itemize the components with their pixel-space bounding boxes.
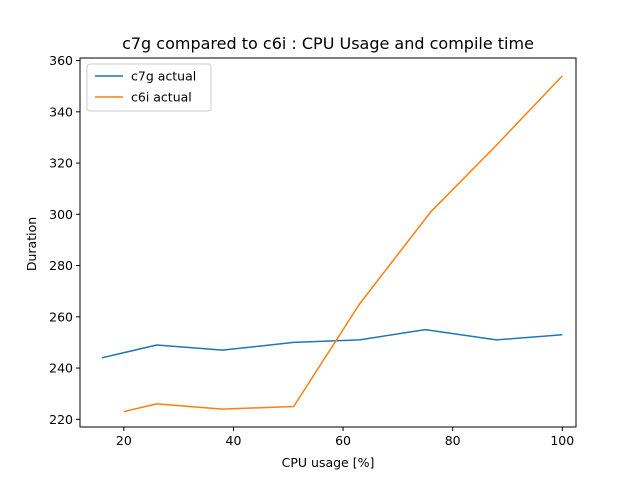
y-tick-label: 240 xyxy=(49,361,73,376)
y-tick-label: 360 xyxy=(49,53,73,68)
series-line-c6i xyxy=(123,75,563,413)
x-tick-label: 100 xyxy=(550,433,574,448)
y-tick-label: 340 xyxy=(49,104,73,119)
series-layer xyxy=(101,75,563,413)
y-tick-label: 260 xyxy=(49,309,73,324)
legend-label-c6i: c6i actual xyxy=(131,90,192,105)
x-axis-label: CPU usage [%] xyxy=(282,455,375,470)
y-tick-label: 220 xyxy=(49,412,73,427)
x-axis-ticks: 20 40 60 80 100 xyxy=(116,427,574,448)
y-axis-label: Duration xyxy=(24,217,39,271)
y-axis-ticks: 220 240 260 280 300 320 340 360 xyxy=(49,53,80,427)
x-tick-label: 40 xyxy=(226,433,242,448)
series-line-c7g xyxy=(101,328,563,359)
y-tick-label: 280 xyxy=(49,258,73,273)
legend: c7g actual c6i actual xyxy=(86,63,212,112)
y-tick-label: 320 xyxy=(49,156,73,171)
chart-title: c7g compared to c6i : CPU Usage and comp… xyxy=(122,34,534,53)
x-tick-label: 20 xyxy=(116,433,132,448)
x-tick-label: 60 xyxy=(335,433,351,448)
x-tick-label: 80 xyxy=(445,433,461,448)
y-tick-label: 300 xyxy=(49,207,73,222)
plot-frame xyxy=(79,57,577,428)
legend-label-c7g: c7g actual xyxy=(131,69,196,84)
